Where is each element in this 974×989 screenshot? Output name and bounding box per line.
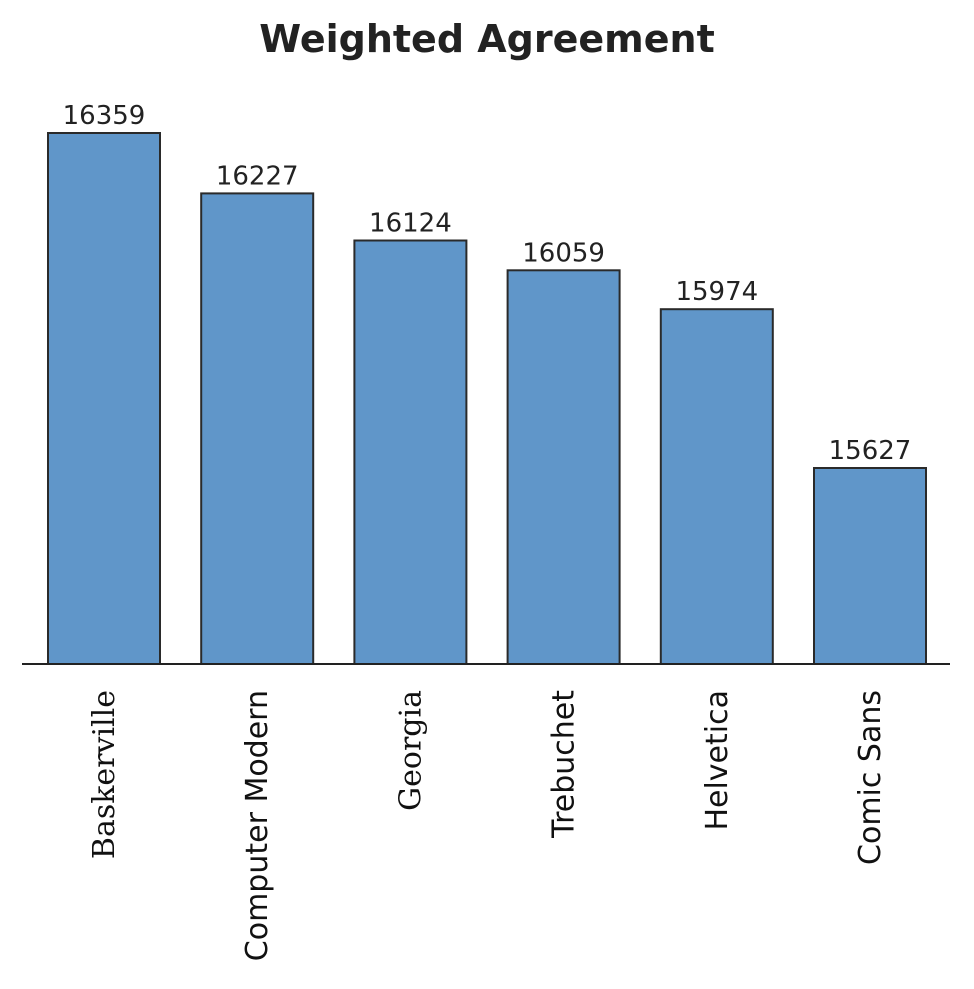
data-label: 16359: [63, 101, 146, 131]
bar-helvetica: [659, 308, 774, 665]
category-label: Georgia: [393, 690, 428, 811]
category-label: Trebuchet: [547, 690, 582, 839]
category-label: Helvetica: [700, 690, 735, 831]
bar-georgia: [353, 239, 468, 665]
category-labels-group: Baskerville Computer Modern Georgia Trebuch…: [87, 690, 888, 961]
data-label: 15974: [675, 277, 758, 307]
chart-title: Weighted Agreement: [259, 17, 714, 61]
data-label: 16227: [216, 161, 299, 191]
category-label: Computer Modern: [240, 690, 275, 961]
bar-baskerville: [47, 132, 161, 665]
data-label: 15627: [829, 436, 912, 466]
bar-trebuchet: [506, 269, 621, 665]
category-label: Comic Sans: [853, 690, 888, 865]
data-label: 16124: [369, 209, 452, 239]
bars-group: 16359 16227 16124 16059 15974 15627: [47, 101, 927, 665]
bar-comic-sans: [813, 467, 927, 665]
category-label: Baskerville: [87, 690, 122, 859]
bar-computer-modern: [200, 192, 315, 665]
data-label: 16059: [522, 238, 605, 268]
